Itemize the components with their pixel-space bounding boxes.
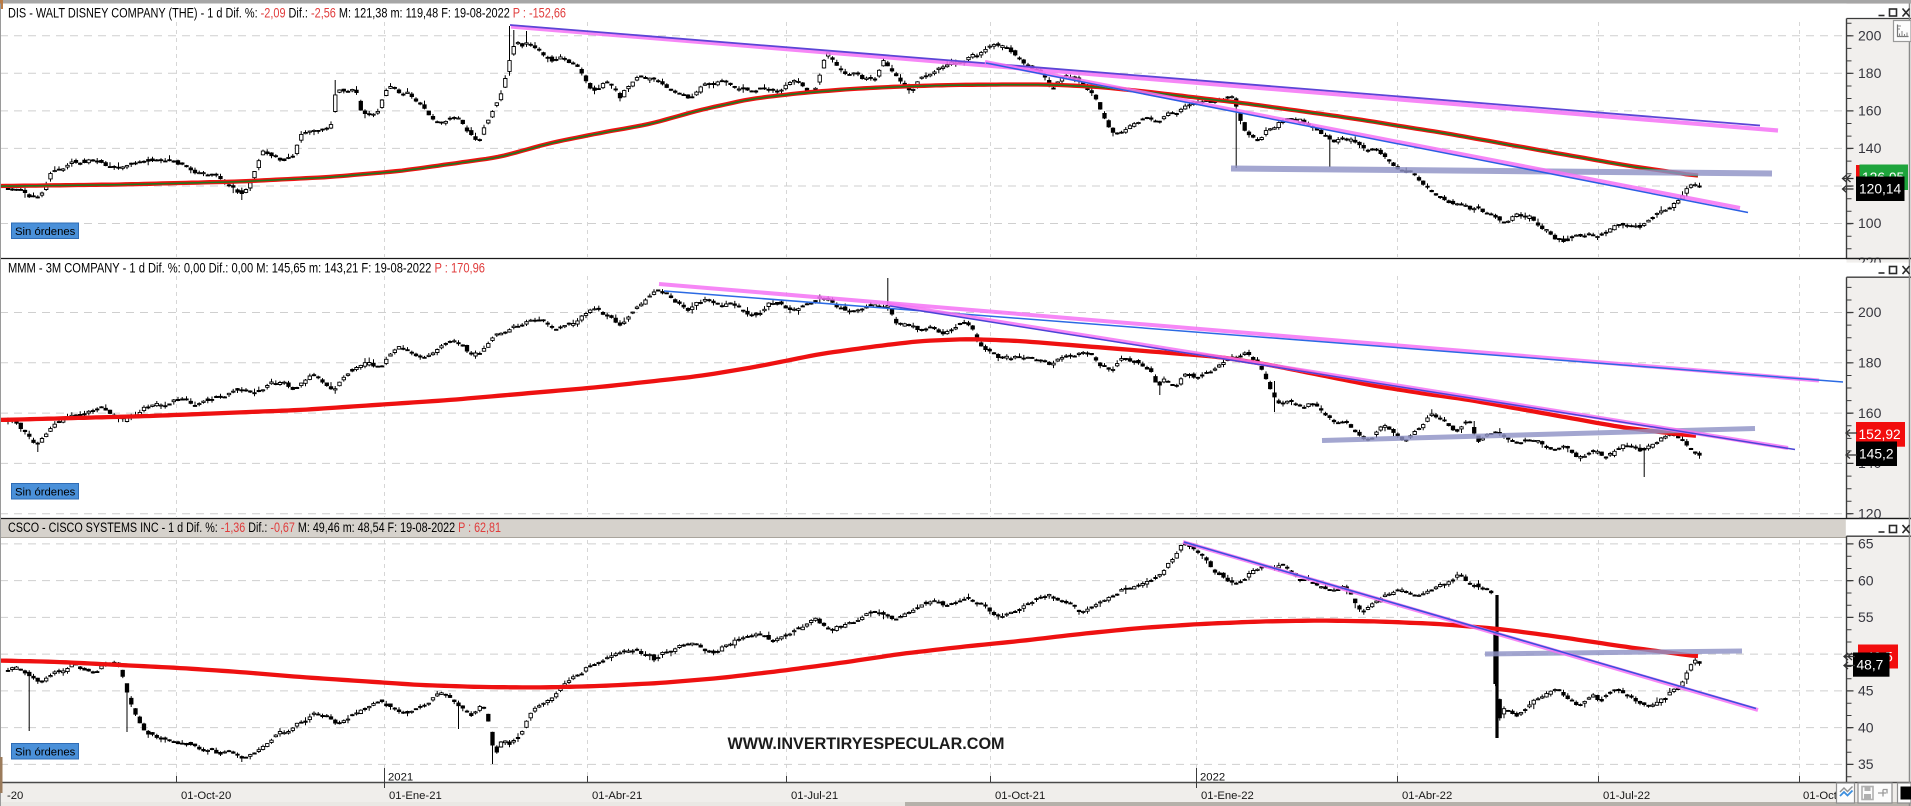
svg-text:2021: 2021 bbox=[388, 772, 413, 784]
svg-text:120,14: 120,14 bbox=[1859, 182, 1902, 197]
svg-text:01-Abr-21: 01-Abr-21 bbox=[592, 790, 642, 802]
svg-text:CSCO - CISCO SYSTEMS INC - 1: CSCO - CISCO SYSTEMS INC - 1 d Dif. %: -… bbox=[8, 520, 501, 535]
svg-text:180: 180 bbox=[1858, 355, 1882, 371]
svg-text:152,92: 152,92 bbox=[1859, 427, 1901, 442]
svg-text:48,7: 48,7 bbox=[1857, 657, 1884, 672]
svg-text:45: 45 bbox=[1858, 683, 1874, 699]
svg-text:180: 180 bbox=[1858, 65, 1882, 81]
svg-text:200: 200 bbox=[1858, 304, 1882, 320]
svg-text:35: 35 bbox=[1858, 756, 1874, 772]
svg-text:01-Jul-22: 01-Jul-22 bbox=[1603, 790, 1650, 802]
svg-text:01-Ene-22: 01-Ene-22 bbox=[1201, 790, 1254, 802]
svg-text:Sin órdenes: Sin órdenes bbox=[15, 226, 76, 238]
svg-text:MMM - 3M COMPANY - 1 d Dif.: MMM - 3M COMPANY - 1 d Dif. %: 0,00 Dif.… bbox=[8, 261, 485, 276]
svg-text:40: 40 bbox=[1858, 719, 1874, 735]
svg-text:160: 160 bbox=[1858, 405, 1882, 421]
svg-text:01-Oct-20: 01-Oct-20 bbox=[181, 790, 231, 802]
svg-text:Sin órdenes: Sin órdenes bbox=[15, 747, 76, 759]
svg-text:65: 65 bbox=[1858, 536, 1874, 552]
svg-text:120: 120 bbox=[1858, 505, 1882, 521]
svg-text:01-Oct-21: 01-Oct-21 bbox=[995, 790, 1045, 802]
svg-text:DIS - WALT DISNEY COMPANY (THE: DIS - WALT DISNEY COMPANY (THE) - 1 d Di… bbox=[8, 6, 566, 21]
svg-text:55: 55 bbox=[1858, 609, 1874, 625]
svg-text:01-Oct-: 01-Oct- bbox=[1803, 790, 1841, 802]
svg-text:WWW.INVERTIRYESPECULAR.COM: WWW.INVERTIRYESPECULAR.COM bbox=[728, 734, 1005, 753]
svg-text:2022: 2022 bbox=[1200, 772, 1225, 784]
svg-text:200: 200 bbox=[1858, 28, 1882, 44]
svg-text:145,2: 145,2 bbox=[1859, 447, 1894, 462]
svg-text:160: 160 bbox=[1858, 103, 1882, 119]
svg-text:140: 140 bbox=[1858, 140, 1882, 156]
svg-text:01-Abr-22: 01-Abr-22 bbox=[1402, 790, 1452, 802]
svg-text:100: 100 bbox=[1858, 215, 1882, 231]
svg-text:Sin órdenes: Sin órdenes bbox=[15, 487, 76, 499]
svg-text:01-Ene-21: 01-Ene-21 bbox=[389, 790, 442, 802]
svg-text:60: 60 bbox=[1858, 572, 1874, 588]
svg-text:-20: -20 bbox=[7, 790, 23, 802]
svg-text:01-Jul-21: 01-Jul-21 bbox=[791, 790, 838, 802]
